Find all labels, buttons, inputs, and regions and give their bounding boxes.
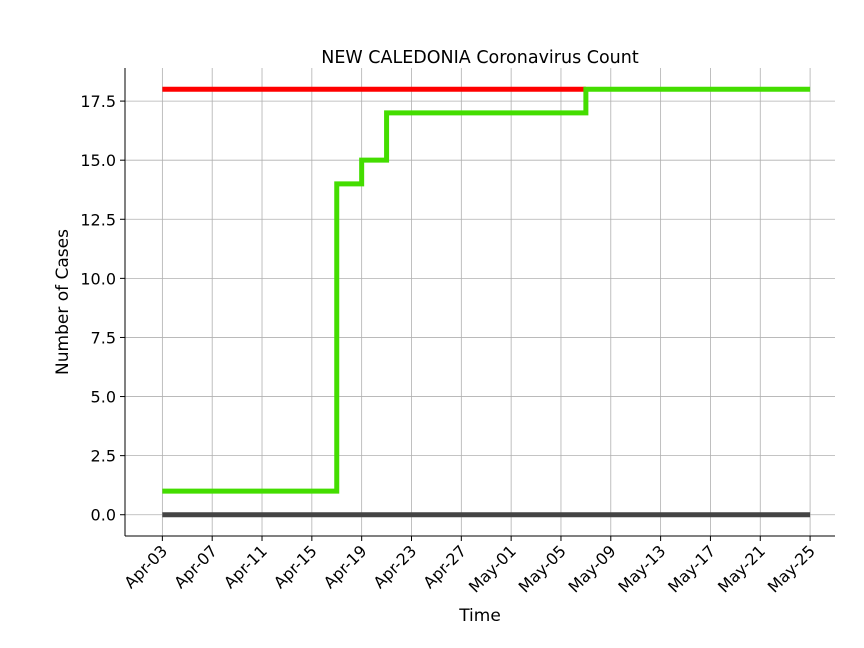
x-tick-label: Apr-19 bbox=[320, 541, 371, 592]
y-tick-label: 17.5 bbox=[80, 92, 116, 111]
x-tick-label: Apr-27 bbox=[419, 541, 470, 592]
y-tick-label: 0.0 bbox=[91, 506, 116, 525]
y-tick-label: 2.5 bbox=[91, 447, 116, 466]
x-tick-label: May-17 bbox=[664, 541, 719, 596]
x-tick-label: May-05 bbox=[515, 541, 570, 596]
x-tick-label: Apr-23 bbox=[370, 541, 421, 592]
x-tick-label: May-01 bbox=[465, 541, 520, 596]
x-tick-label: May-25 bbox=[764, 541, 819, 596]
chart-title: NEW CALEDONIA Coronavirus Count bbox=[321, 48, 639, 68]
grid bbox=[125, 68, 835, 536]
x-tick-label: Apr-03 bbox=[120, 541, 171, 592]
ticks: 0.0 2.5 5.0 7.5 10.0 12.5 15.0 17.5 Apr-03 Apr-07… bbox=[80, 92, 819, 596]
y-axis-label: Number of Cases bbox=[53, 229, 73, 375]
x-tick-label: May-13 bbox=[614, 541, 669, 596]
x-axis-label: Time bbox=[458, 606, 501, 626]
series-group bbox=[162, 86, 811, 518]
y-tick-label: 15.0 bbox=[80, 151, 116, 170]
axes bbox=[124, 68, 835, 537]
x-tick-label: Apr-11 bbox=[220, 541, 271, 592]
x-tick-label: May-09 bbox=[565, 541, 620, 596]
x-tick-label: Apr-07 bbox=[170, 541, 221, 592]
series-line-2 bbox=[162, 86, 811, 494]
y-tick-label: 12.5 bbox=[80, 210, 116, 229]
x-tick-label: May-21 bbox=[714, 541, 769, 596]
x-tick-label: Apr-15 bbox=[270, 541, 321, 592]
y-tick-label: 7.5 bbox=[91, 328, 116, 347]
y-tick-label: 10.0 bbox=[80, 269, 116, 288]
y-tick-label: 5.0 bbox=[91, 388, 116, 407]
